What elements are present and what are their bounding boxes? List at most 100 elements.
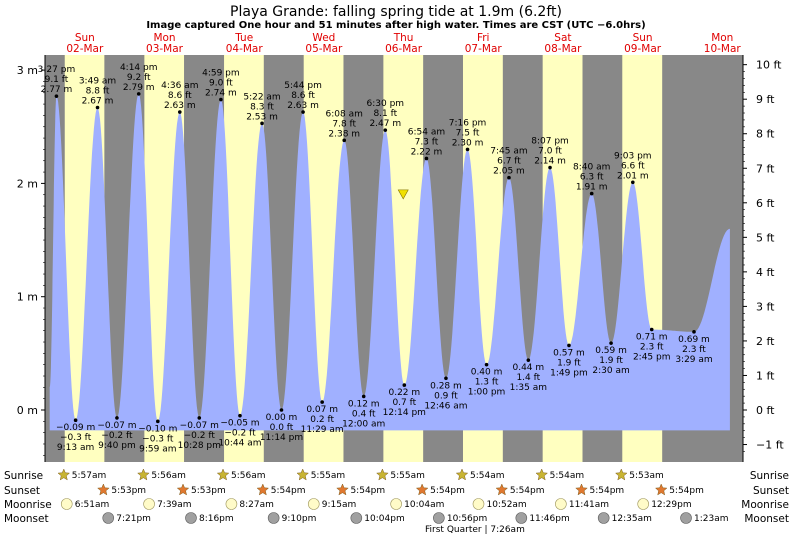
day-of-week-label: Sat (554, 32, 571, 44)
high-tide-label: 7:16 pm7.5 ft2.30 m (449, 118, 487, 152)
tide-m: 2.14 m (534, 157, 566, 167)
tide-point (526, 358, 531, 362)
tide-point (402, 383, 407, 387)
tide-point (567, 343, 571, 348)
tide-m: −0.09 m (56, 423, 95, 433)
current-tide-marker (397, 189, 409, 200)
tide-point (631, 180, 635, 185)
high-tide-label: 4:59 pm9.0 ft2.74 m (202, 69, 240, 102)
tide-point (589, 191, 594, 196)
moonrise-time: 10:52am (486, 500, 526, 510)
tide-time: 3:49 am (79, 76, 116, 86)
date-label: 08-Mar (544, 43, 582, 55)
sun-star-icon (495, 483, 509, 496)
sun-star-icon (575, 483, 588, 496)
date-label: 09-Mar (624, 43, 662, 55)
moonset-time: 8:16pm (199, 514, 234, 524)
event-row-label-left: Sunrise (4, 470, 43, 482)
tide-ft: −0.2 ft (101, 431, 133, 441)
chart-title: Playa Grande: falling spring tide at 1.9… (230, 4, 562, 20)
tide-ft: 9.2 ft (127, 73, 151, 83)
tide-m: 2.01 m (617, 171, 649, 181)
moonset-icon (680, 512, 692, 524)
tide-point (279, 408, 284, 412)
tide-m: 0.44 m (512, 363, 544, 373)
sun-star-icon (296, 468, 310, 481)
moonrise-time: 6:51am (75, 500, 110, 510)
tide-m: −0.07 m (180, 421, 219, 431)
high-tide-label: 3:27 pm9.1 ft2.77 m (38, 65, 75, 98)
right-tick-label: 8 ft (756, 128, 775, 141)
day-of-week-label: Thu (393, 32, 414, 44)
right-tick-label: 5 ft (756, 231, 775, 244)
tide-ft: 8.8 ft (86, 86, 110, 96)
left-tick-label: 3 m (17, 64, 38, 77)
tide-ft: 0.0 ft (270, 423, 294, 433)
tide-point (136, 92, 141, 96)
tide-ft: 7.5 ft (456, 128, 480, 138)
sunset-time: 5:54pm (510, 486, 545, 496)
sunrise-time: 5:54am (470, 471, 505, 481)
sun-star-icon (415, 483, 429, 496)
high-tide-label: 9:03 pm6.6 ft2.01 m (614, 151, 652, 185)
tide-time: 1:35 am (510, 383, 547, 393)
sun-star-icon (256, 483, 270, 496)
day-of-week-label: Mon (153, 32, 175, 44)
tide-m: 0.12 m (348, 399, 380, 409)
tide-ft: 0.2 ft (310, 415, 334, 425)
tide-point (301, 110, 305, 114)
tide-m: 0.69 m (678, 335, 710, 345)
tide-m: 2.74 m (205, 89, 237, 99)
low-tide-label: 0.69 m2.3 ft3:29 am (675, 330, 713, 365)
low-tide-label: 0.71 m2.3 ft2:45 pm (633, 327, 671, 363)
tide-point (95, 105, 100, 110)
tide-time: 7:16 pm (449, 118, 487, 128)
sunset-time: 5:54pm (590, 486, 625, 496)
tide-ft: 0.4 ft (352, 409, 376, 419)
date-label: 06-Mar (385, 43, 423, 55)
moonrise-time: 10:04am (404, 500, 444, 510)
moonrise-icon (637, 498, 649, 510)
tide-point (54, 94, 59, 98)
tide-time: 9:40 pm (98, 441, 136, 451)
tide-m: 0.00 m (266, 413, 298, 423)
tide-m: −0.05 m (220, 419, 259, 429)
tide-m: 2.30 m (452, 138, 484, 148)
high-tide-label: 5:22 am8.3 ft2.53 m (243, 92, 281, 126)
tide-time: 12:46 am (424, 401, 467, 411)
sun-star-icon (376, 468, 389, 481)
low-tide-label: 0.44 m1.4 ft1:35 am (510, 358, 547, 393)
tide-time: 4:14 pm (120, 63, 158, 73)
chart-subtitle: Image captured One hour and 51 minutes a… (146, 20, 645, 31)
tide-time: 3:29 am (675, 355, 712, 365)
tide-point (692, 330, 696, 334)
sun-star-icon (535, 468, 549, 481)
moonrise-icon (307, 498, 320, 510)
day-of-week-label: Sun (633, 32, 653, 44)
tide-time: 10:44 am (218, 439, 261, 449)
sunset-time: 5:54pm (350, 486, 385, 496)
tide-point (649, 327, 654, 332)
tide-ft: 7.0 ft (538, 147, 562, 157)
left-tick-label: 1 m (17, 291, 38, 304)
sun-star-icon (176, 483, 190, 496)
day-of-week-label: Sun (75, 32, 95, 44)
date-label: 02-Mar (66, 43, 104, 55)
event-row-label-right: Sunrise (750, 470, 789, 482)
moonrise-time: 7:39am (157, 500, 192, 510)
tide-time: 6:08 am (326, 109, 363, 119)
tide-ft: 7.8 ft (332, 119, 356, 129)
right-tick-label: −1 ft (756, 439, 784, 452)
sun-star-icon (57, 468, 71, 481)
event-row-label-left: Sunset (4, 485, 40, 497)
sunset-time: 5:54pm (271, 486, 306, 496)
date-label: 04-Mar (226, 43, 264, 55)
moonset-time: 10:56pm (447, 514, 487, 524)
right-tick-label: 10 ft (756, 59, 782, 72)
tide-point (444, 376, 448, 381)
moonset-icon (350, 512, 363, 524)
moon-phase-note: First Quarter | 7:26am (425, 525, 525, 535)
